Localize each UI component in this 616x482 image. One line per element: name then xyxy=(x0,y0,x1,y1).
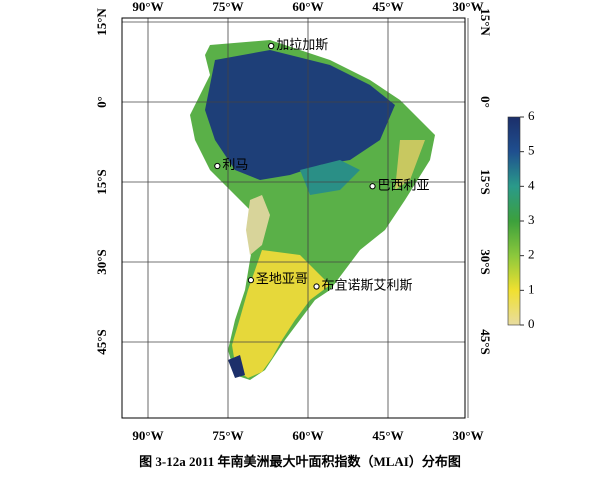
city-label: 利马 xyxy=(222,157,248,172)
city-label: 巴西利亚 xyxy=(378,177,430,192)
lon-label-top: 30°W xyxy=(452,0,483,14)
lat-label-left: 30°S xyxy=(94,249,109,274)
lon-label-bottom: 90°W xyxy=(132,428,163,443)
lon-label-top: 60°W xyxy=(292,0,323,14)
city-label: 布宜诺斯艾利斯 xyxy=(322,278,413,293)
lon-label-bottom: 60°W xyxy=(292,428,323,443)
colorbar-tick-label: 1 xyxy=(528,281,535,296)
lon-label-bottom: 30°W xyxy=(452,428,483,443)
lat-label-left: 45°S xyxy=(94,329,109,354)
city-marker xyxy=(369,183,376,190)
lat-label-left: 0° xyxy=(94,96,109,108)
lat-label-left: 15°S xyxy=(94,169,109,194)
caption: 图 3-12a 2011 年南美洲最大叶面积指数（MLAI）分布图 xyxy=(139,454,461,469)
map-border xyxy=(121,17,466,419)
continent xyxy=(190,40,435,380)
lat-label-right: 15°N xyxy=(478,8,493,36)
colorbar-tick-label: 4 xyxy=(528,177,535,192)
city-marker xyxy=(247,277,255,284)
lat-label-right: 15°S xyxy=(478,169,493,194)
lon-label-top: 90°W xyxy=(132,0,163,14)
lat-label-right: 0° xyxy=(478,96,493,108)
city-label: 加拉加斯 xyxy=(276,37,328,52)
city-marker xyxy=(313,283,320,290)
lat-label-right: 45°S xyxy=(478,329,493,354)
lon-label-bottom: 45°W xyxy=(372,428,403,443)
colorbar-tick-label: 3 xyxy=(528,212,535,227)
city-label: 圣地亚哥 xyxy=(256,271,308,286)
city-marker xyxy=(214,162,221,170)
colorbar xyxy=(507,116,521,326)
colorbar-tick-label: 0 xyxy=(528,316,535,331)
lat-label-left: 15°N xyxy=(94,8,109,36)
colorbar-tick-label: 6 xyxy=(528,108,535,123)
colorbar-tick-label: 5 xyxy=(528,143,535,158)
lon-label-top: 45°W xyxy=(372,0,403,14)
colorbar-tick-label: 2 xyxy=(528,247,535,262)
graticule xyxy=(122,18,469,418)
city-marker xyxy=(268,42,275,50)
lon-label-bottom: 75°W xyxy=(212,428,243,443)
lon-label-top: 75°W xyxy=(212,0,243,14)
lat-label-right: 30°S xyxy=(478,249,493,274)
